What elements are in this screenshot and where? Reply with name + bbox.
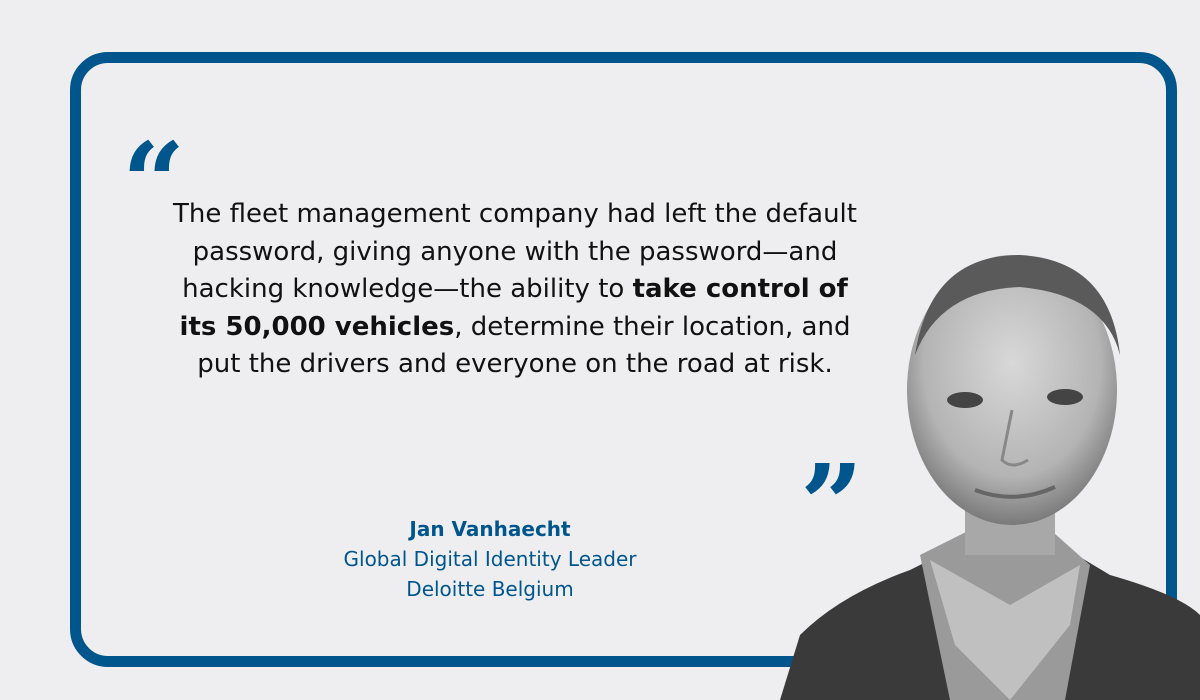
- open-quote-icon: “: [122, 118, 186, 247]
- quote-text: The fleet management company had left th…: [170, 196, 860, 384]
- author-portrait: [780, 255, 1200, 700]
- quote-text-before: The fleet management company had left th…: [173, 199, 857, 304]
- author-name: Jan Vanhaecht: [409, 517, 571, 541]
- author-company: Deloitte Belgium: [406, 577, 574, 601]
- quote-emphasis: take control of its 50,000 vehicles: [179, 274, 848, 342]
- quote-text-after: , determine their location, and put the …: [197, 311, 851, 380]
- attribution: Jan Vanhaecht Global Digital Identity Le…: [290, 514, 690, 604]
- quote-frame: [70, 52, 1177, 667]
- close-quote-icon: ”: [800, 440, 864, 569]
- author-title: Global Digital Identity Leader: [343, 547, 637, 571]
